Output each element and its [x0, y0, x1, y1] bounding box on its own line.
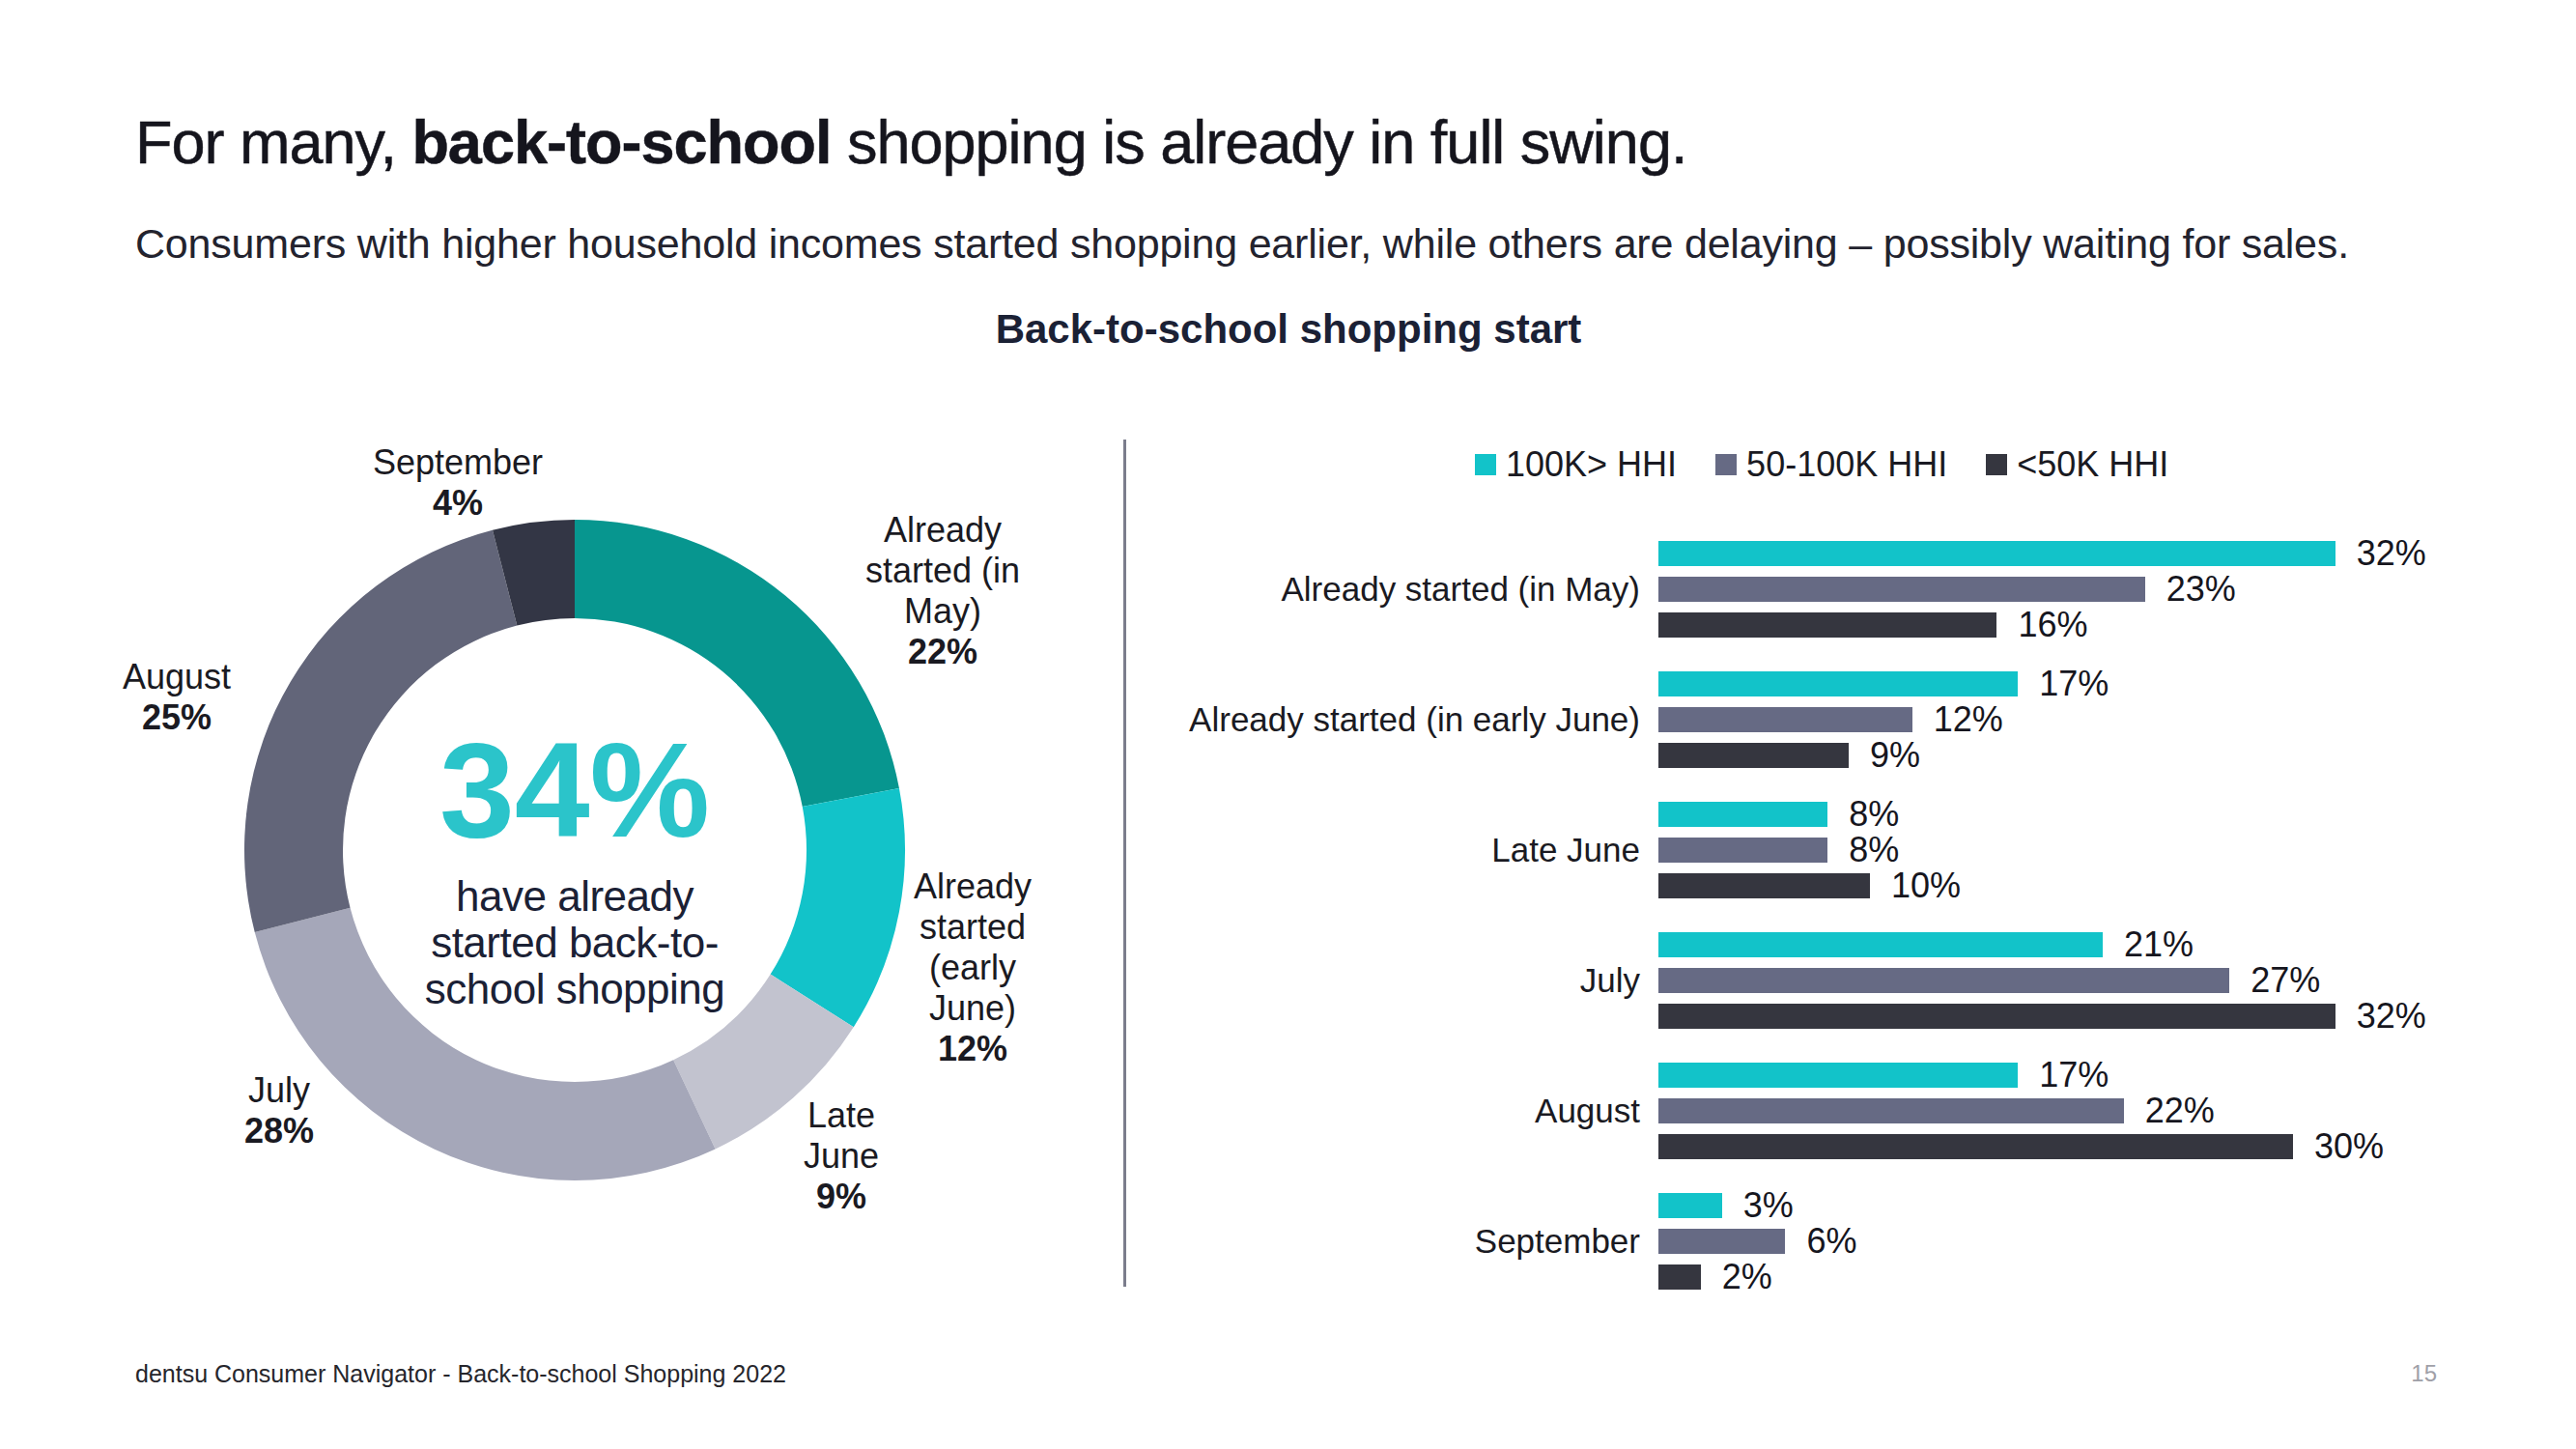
bar-5-2: [1658, 1264, 1701, 1290]
legend-item-0: 100K> HHI: [1475, 444, 1677, 485]
legend-swatch-2: [1986, 454, 2007, 475]
donut-center-label: have alreadystarted back-to-school shopp…: [425, 873, 725, 1012]
legend-label-2: <50K HHI: [2017, 444, 2168, 485]
legend-swatch-0: [1475, 454, 1496, 475]
bar-value-5-0: 3%: [1743, 1193, 1794, 1218]
bar-3-1: [1658, 968, 2229, 993]
bar-value-5-1: 6%: [1806, 1229, 1856, 1254]
bar-value-2-1: 8%: [1849, 838, 1899, 863]
donut-center-value: 34%: [425, 723, 725, 858]
bar-value-1-1: 12%: [1934, 707, 2003, 732]
bar-3-2: [1658, 1004, 2335, 1029]
bar-value-4-2: 30%: [2314, 1134, 2384, 1159]
bar-category-label-5: September: [966, 1229, 1640, 1254]
footer-source: dentsu Consumer Navigator - Back-to-scho…: [135, 1360, 786, 1388]
bar-value-0-0: 32%: [2357, 541, 2426, 566]
bar-legend: 100K> HHI 50-100K HHI <50K HHI: [1475, 444, 2168, 485]
page-number: 15: [2411, 1360, 2437, 1387]
bar-value-3-2: 32%: [2357, 1004, 2426, 1029]
bar-3-0: [1658, 932, 2103, 957]
bar-0-2: [1658, 612, 1996, 638]
bar-value-5-2: 2%: [1722, 1264, 1772, 1290]
bar-5-1: [1658, 1229, 1785, 1254]
bar-2-1: [1658, 838, 1827, 863]
bar-category-label-2: Late June: [966, 838, 1640, 863]
bar-5-0: [1658, 1193, 1722, 1218]
donut-label-2: LateJune9%: [804, 1095, 879, 1217]
bar-4-0: [1658, 1063, 2018, 1088]
subtitle: Consumers with higher household incomes …: [135, 220, 2349, 268]
bar-1-0: [1658, 671, 2018, 696]
page-title: For many, back-to-school shopping is alr…: [135, 107, 1686, 177]
donut-label-5: September4%: [373, 442, 543, 524]
donut-label-4: August25%: [123, 657, 231, 738]
bar-2-2: [1658, 873, 1870, 898]
donut-label-3: July28%: [244, 1070, 314, 1151]
donut-center-text: 34% have alreadystarted back-to-school s…: [425, 723, 725, 1012]
legend-label-1: 50-100K HHI: [1746, 444, 1947, 485]
bar-value-3-1: 27%: [2250, 968, 2320, 993]
slide: For many, back-to-school shopping is alr…: [0, 0, 2576, 1449]
bar-0-0: [1658, 541, 2335, 566]
bar-value-1-2: 9%: [1870, 743, 1920, 768]
legend-item-1: 50-100K HHI: [1715, 444, 1947, 485]
legend-label-0: 100K> HHI: [1506, 444, 1677, 485]
bar-4-1: [1658, 1098, 2124, 1123]
bar-0-1: [1658, 577, 2145, 602]
chart-title: Back-to-school shopping start: [996, 306, 1582, 353]
bar-value-1-0: 17%: [2039, 671, 2109, 696]
legend-item-2: <50K HHI: [1986, 444, 2168, 485]
panel-divider: [1123, 440, 1126, 1287]
bar-2-0: [1658, 802, 1827, 827]
bar-value-4-1: 22%: [2145, 1098, 2215, 1123]
bar-value-2-0: 8%: [1849, 802, 1899, 827]
bar-value-0-1: 23%: [2166, 577, 2236, 602]
bar-category-label-0: Already started (in May): [966, 577, 1640, 602]
bar-category-label-4: August: [966, 1098, 1640, 1123]
bar-4-2: [1658, 1134, 2293, 1159]
bar-category-label-1: Already started (in early June): [966, 707, 1640, 732]
legend-swatch-1: [1715, 454, 1737, 475]
bar-value-2-2: 10%: [1891, 873, 1961, 898]
bar-value-3-0: 21%: [2124, 932, 2194, 957]
bar-value-4-0: 17%: [2039, 1063, 2109, 1088]
bar-category-label-3: July: [966, 968, 1640, 993]
bar-1-1: [1658, 707, 1912, 732]
bar-value-0-2: 16%: [2018, 612, 2087, 638]
bar-1-2: [1658, 743, 1849, 768]
